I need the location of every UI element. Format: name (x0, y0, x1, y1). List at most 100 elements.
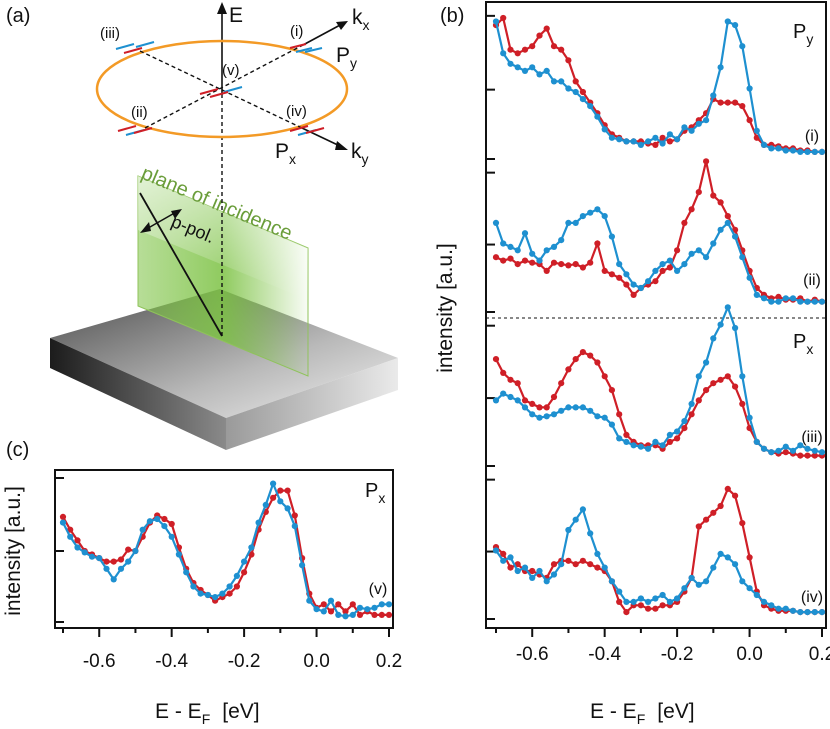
panel-b-trace-4 (492, 485, 826, 616)
panel-c-blue-point (277, 498, 284, 505)
panel-b-trace-1-blue-point (594, 113, 601, 120)
panel-c-blue-point (146, 518, 153, 525)
panel-b-trace-4-blue-point (594, 550, 601, 558)
panel-b-trace-4-red-point (652, 605, 659, 612)
panel-b-trace-1-blue-point (543, 67, 550, 74)
panel-b-trace-3-red-point (811, 452, 818, 459)
panel-c-red-point (248, 551, 255, 558)
panel-b-trace-4-red-point (717, 502, 724, 510)
e-axis: E (217, 2, 243, 336)
kx-axis (302, 23, 343, 46)
panel-b-trace-4-blue-point (514, 567, 521, 575)
panel-b-trace-1-red-point (746, 117, 753, 124)
panel-b-trace-4-red-point (550, 561, 558, 568)
panel-b-trace-2-red-point (572, 261, 579, 268)
point-label-i: (i) (290, 23, 303, 40)
panel-b-trace-2-blue-point (746, 274, 753, 281)
panel-b-chart: (b) -0.6 -0.4 -0.2 0.0 0.2 (i)(ii)(iii)(iv) … (434, 1, 830, 727)
panel-b-trace-2-blue-point (775, 298, 782, 305)
panel-b-trace-3-blue-point (753, 438, 760, 445)
panel-c-frame (54, 469, 394, 629)
panel-b-trace-1-blue-point (514, 64, 521, 71)
panel-c-blue-point (88, 553, 96, 560)
panel-b-trace-2-blue-point (782, 295, 789, 302)
k-axes (139, 21, 348, 150)
panel-b-trace-1-blue-point (500, 50, 507, 57)
e-axis-arrowhead (217, 2, 227, 14)
panel-b-trace-1-blue-point (572, 88, 579, 96)
panel-b-trace-3-blue-point (608, 421, 616, 428)
panel-b-trace-3-red-point (695, 397, 702, 404)
panel-b-trace-label: (i) (805, 128, 819, 145)
panel-b-trace-4-blue-point (659, 591, 666, 599)
panel-b-trace-3-red-point (572, 356, 579, 363)
panel-b-trace-4-blue-point (724, 554, 731, 561)
pol-arrowhead-1 (140, 222, 151, 233)
panel-b-trace-1-blue-point (753, 127, 760, 134)
panel-b-trace-4-red-point (616, 598, 623, 606)
panel-b-trace-2-blue-point (594, 206, 601, 213)
panel-b-trace-3-blue-point (797, 442, 804, 449)
px-label-a: Px (275, 140, 296, 167)
panel-b-trace-4-blue-point (746, 585, 753, 592)
panel-b-trace-1-blue-point (695, 120, 702, 127)
panel-c-blue-point (132, 547, 139, 555)
panel-b-trace-2-red-point (703, 158, 710, 165)
panel-b-trace-3-red-point (579, 349, 587, 356)
panel-b-trace-3-blue-point (558, 407, 565, 414)
panel-b-trace-3-red-point (608, 387, 616, 394)
panel-b-trace-3-blue-point (521, 404, 529, 411)
panel-c-red-point (356, 611, 364, 619)
panel-b-trace-1-blue-point (717, 64, 724, 71)
panel-c-xtick-label: -0.2 (228, 651, 261, 672)
slab-top (50, 289, 398, 418)
panel-b-trace-4-blue-line (495, 506, 822, 614)
panel-c-red-point (67, 526, 74, 533)
panel-b-trace-1-blue-point (521, 67, 529, 74)
panel-b-trace-3-blue-point (775, 447, 782, 454)
panel-b-trace-1-blue-point (811, 148, 818, 155)
panel-b-trace-4-blue-point (492, 547, 500, 554)
panel-b-trace-4-blue-point (565, 526, 572, 534)
panel-b-trace-2-blue-point (724, 219, 731, 226)
panel-b-trace-label: (iii) (801, 429, 822, 446)
panel-b-trace-3-blue-point (703, 359, 710, 366)
panel-b-trace-2-red-point (543, 267, 550, 274)
panel-c-blue-point (262, 501, 269, 508)
panel-b-trace-3-red-line (495, 350, 822, 457)
panel-b-trace-4-red-point (695, 523, 702, 530)
panel-b-trace-3-red-point (529, 400, 536, 407)
panel-b-trace-2-blue-point (492, 219, 500, 226)
panel-b-trace-2-blue-point (768, 298, 775, 305)
point-label-iv: (iv) (286, 103, 307, 120)
panel-b-trace-4-red-point (732, 492, 739, 499)
ky-axis (301, 127, 343, 148)
panel-b-trace-2-red-point (724, 213, 731, 220)
panel-c-blue-point (385, 601, 393, 608)
py-label-a: Py (336, 44, 357, 71)
panel-b-trace-2-red-point (681, 219, 688, 226)
panel-b-px-label: Px (793, 331, 813, 357)
panel-b-trace-3-blue-point (623, 438, 630, 445)
panel-c-red-point (161, 515, 168, 523)
panel-c-red-point (226, 590, 233, 597)
plane-highlight (138, 176, 308, 300)
panel-c-xtick-label: 0.0 (303, 651, 329, 672)
panel-b-trace-label: (iv) (801, 589, 823, 606)
panel-b-trace-2-red-point (558, 261, 565, 268)
panel-b-trace-3-blue-point (616, 435, 623, 442)
panel-b-trace-2-blue-point (703, 254, 710, 261)
panel-c-red-point (270, 494, 277, 501)
panel-b-trace-3-blue-point (789, 447, 797, 454)
panel-b-trace-4-blue-point (601, 564, 608, 571)
panel-c-blue-point (212, 594, 219, 601)
panel-b-trace-3-blue-point (804, 445, 811, 452)
panel-b-trace-4-blue-point (797, 609, 804, 616)
panel-b-trace-1-red-point (579, 88, 587, 96)
panel-b-trace-3-blue-point (739, 373, 746, 380)
panel-b-trace-2-red-point (521, 257, 529, 264)
panel-b-trace-1-blue-point (804, 148, 811, 155)
panel-b-trace-3-blue-point (768, 449, 775, 456)
pol-pair-iv (289, 125, 325, 136)
